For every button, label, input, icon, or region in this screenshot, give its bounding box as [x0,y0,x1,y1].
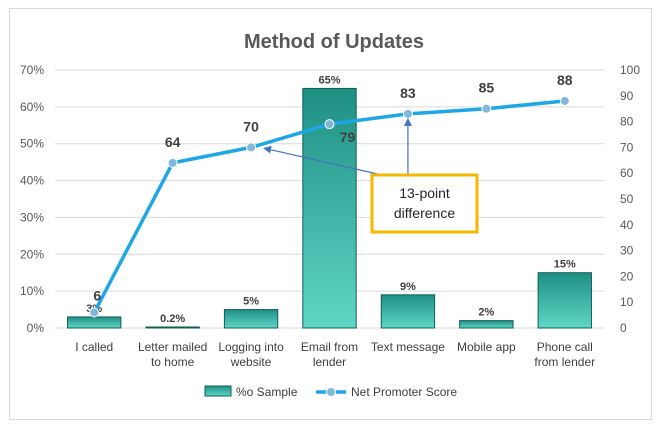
nps-marker [89,307,100,318]
nps-marker [246,142,257,153]
left-tick-label: 70% [20,63,44,77]
annotation-arrow-left [263,145,383,176]
right-tick-label: 50 [620,192,634,206]
chart-title: Method of Updates [244,31,424,53]
right-tick-label: 80 [620,115,634,129]
nps-value-label: 85 [479,80,495,96]
bar [380,294,436,329]
right-tick-label: 40 [620,218,634,232]
bar [223,309,279,329]
annotation: 13-point difference [263,117,479,234]
annotation-text: difference [394,205,455,221]
annotation-text: 13-point [399,185,450,201]
right-tick-label: 20 [620,269,634,283]
nps-marker [402,108,413,119]
left-tick-label: 60% [20,100,44,114]
right-tick-label: 10 [620,295,634,309]
category-label-line: website [230,355,272,369]
category-label-line: lender [313,355,346,369]
category-label-line: Email from [301,340,358,354]
nps-value-label: 70 [243,118,259,134]
category-labels: I called Letter mailed to home Logging into… [75,340,595,369]
bar-value-label: 2% [478,307,494,319]
bar-value-label: 0.2% [160,313,185,325]
category-label: Mobile app [457,340,516,354]
category-label-line: I called [75,340,113,354]
right-axis-ticks: 0 10 20 30 40 50 60 70 80 90 100 [620,63,640,335]
left-tick-label: 10% [20,284,44,298]
legend-line-marker [326,387,336,397]
category-label-line: Text message [371,340,445,354]
legend-line-label: Net Promoter Score [351,385,457,399]
nps-marker [167,157,178,168]
left-tick-label: 0% [27,321,45,335]
category-label: Logging into website [218,340,284,369]
category-label: Letter mailed to home [138,340,207,369]
bar [537,272,592,329]
category-label-line: to home [151,355,195,369]
nps-value-label: 79 [340,129,356,145]
bar-value-label: 5% [243,296,259,308]
category-label-line: Logging into [218,340,284,354]
category-label: Phone call from lender [534,340,595,369]
nps-marker [559,95,570,106]
nps-value-label: 6 [93,288,101,304]
right-tick-label: 60 [620,166,634,180]
right-tick-label: 90 [620,89,634,103]
nps-value-label: 83 [400,85,416,101]
left-tick-label: 30% [20,210,44,224]
annotation-box [370,173,479,234]
legend-bar-label: %o Sample [236,385,298,399]
nps-value-label: 64 [165,134,181,150]
category-label-line: Mobile app [457,340,516,354]
left-tick-label: 50% [20,137,44,151]
nps-marker [481,103,492,114]
category-label: I called [75,340,113,354]
category-label-line: Letter mailed [138,340,207,354]
bar [459,320,514,329]
right-tick-label: 70 [620,140,634,154]
category-label: Text message [371,340,445,354]
left-axis-ticks: 0% 10% 20% 30% 40% 50% 60% 70% [20,63,44,335]
nps-marker [324,119,335,130]
category-label-line: Phone call [537,340,593,354]
bars [67,87,592,329]
right-tick-label: 100 [620,63,640,77]
bar [145,326,200,329]
nps-value-label: 88 [557,72,573,88]
right-tick-label: 30 [620,244,634,258]
legend-bar-swatch [204,385,232,397]
line-series: 6 64 70 79 83 85 88 [89,72,573,318]
right-tick-label: 0 [620,321,627,335]
category-label: Email from lender [301,340,358,369]
bar [67,316,122,329]
bar-value-label: 65% [318,74,340,86]
bar-value-label: 9% [400,281,416,293]
left-tick-label: 20% [20,247,44,261]
left-tick-label: 40% [20,174,44,188]
legend: %o Sample Net Promoter Score [204,385,457,399]
bar-value-label: 15% [554,259,576,271]
category-label-line: from lender [534,355,595,369]
